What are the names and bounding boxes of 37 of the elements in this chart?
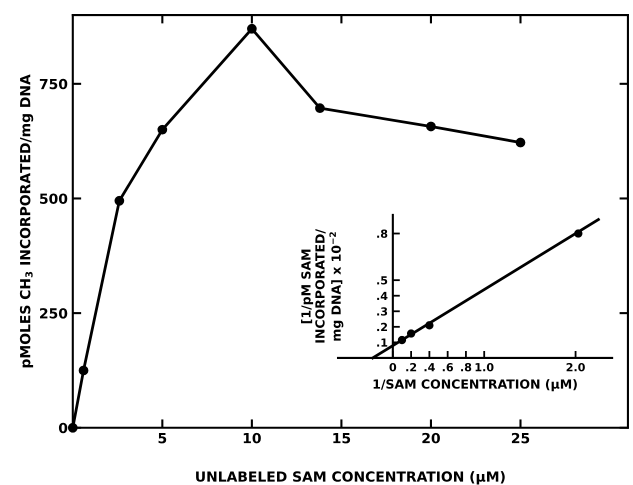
y-axis-title: pMOLES CH$_{3}$ INCORPORATED/mg DNA: [20, 74, 34, 368]
point: [78, 366, 88, 376]
y-tick-label: .4: [377, 292, 388, 300]
y-tick-label: .3: [377, 307, 388, 316]
x-tick-label: 25: [512, 432, 530, 444]
x-tick-label: .6: [442, 363, 454, 372]
y-tick-label: .1: [377, 338, 388, 347]
point: [247, 24, 257, 34]
point: [574, 229, 582, 238]
point: [315, 103, 325, 113]
x-tick-label: .2: [406, 362, 416, 372]
y-tick-label: 500: [40, 193, 68, 204]
y-tick-label: .2: [377, 322, 388, 332]
x-axis-title: 1/SAM CONCENTRATION (μM): [374, 379, 577, 392]
y-axis-title: [1/pM SAM INCORPORATED/ mg DNA] x 10$^{−2}$: [301, 229, 344, 343]
point: [114, 196, 124, 206]
x-tick-label: .8: [461, 362, 472, 372]
x-tick-label: 5: [158, 433, 166, 444]
x-tick-label: 0: [390, 362, 396, 372]
y-tick-label: .8: [377, 229, 388, 238]
y-tick-label: 0: [58, 422, 68, 434]
x-axis-title: UNLABELED SAM CONCENTRATION (μM): [196, 471, 505, 485]
point: [406, 329, 416, 338]
point: [398, 336, 406, 344]
y-tick-label: .5: [377, 276, 388, 285]
x-tick-label: 2.0: [566, 362, 585, 372]
y-tick-label: 750: [40, 78, 68, 90]
point: [425, 321, 434, 330]
x-tick-label: 15: [333, 433, 350, 444]
y-tick-label: 250: [40, 308, 68, 319]
x-tick-label: 20: [422, 432, 440, 444]
point: [516, 138, 526, 148]
point: [426, 122, 436, 132]
x-tick-label: 10: [244, 432, 261, 444]
x-tick-label: .4: [424, 363, 435, 372]
point: [157, 124, 168, 135]
x-tick-label: 1.0: [476, 362, 494, 372]
